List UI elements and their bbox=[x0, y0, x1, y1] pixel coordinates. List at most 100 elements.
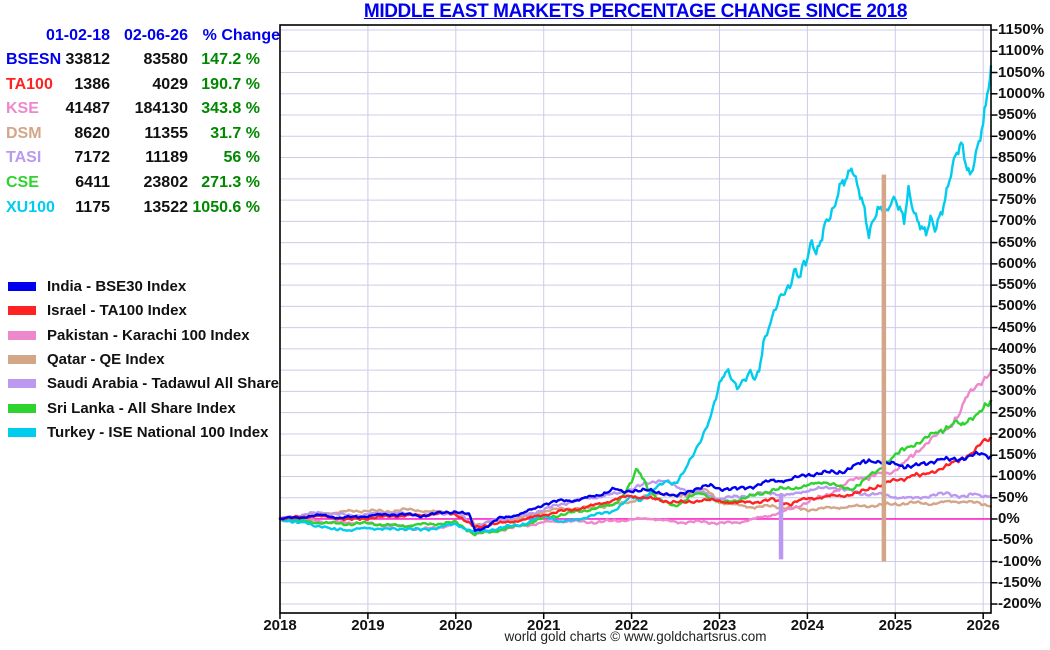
plot-area bbox=[278, 24, 998, 619]
stats-end-value: 83580 bbox=[143, 51, 189, 68]
legend-label: Qatar - QE Index bbox=[47, 351, 165, 369]
chart-title: MIDDLE EAST MARKETS PERCENTAGE CHANGE SI… bbox=[363, 1, 908, 22]
y-axis-label: -200% bbox=[998, 595, 1042, 613]
y-axis-label: -100% bbox=[998, 552, 1042, 570]
stats-symbol: BSESN bbox=[6, 51, 62, 68]
x-axis-label: 2021 bbox=[527, 617, 561, 634]
stats-end-value: 13522 bbox=[143, 198, 189, 216]
stats-symbol: XU100 bbox=[6, 198, 55, 216]
legend-label: Saudi Arabia - Tadawul All Share bbox=[47, 375, 279, 393]
credit-line: world gold charts © www.goldchartsrus.co… bbox=[504, 629, 767, 644]
stats-change-value: 343.8 % bbox=[201, 100, 260, 118]
series-line-bsesn bbox=[278, 450, 993, 532]
legend-label: India - BSE30 Index bbox=[47, 278, 187, 295]
legend-swatch bbox=[8, 379, 36, 389]
y-axis-label: 650% bbox=[998, 233, 1037, 251]
y-axis-label: 950% bbox=[998, 106, 1037, 124]
y-axis-label: 600% bbox=[998, 254, 1037, 272]
stats-change-value: 147.2 % bbox=[201, 51, 260, 68]
stats-symbol: TA100 bbox=[6, 75, 53, 93]
legend-swatch bbox=[8, 330, 36, 340]
stats-row-ta100: TA100 1386 4029 190.7 % bbox=[0, 75, 300, 95]
series-line-tasi bbox=[278, 479, 993, 529]
stats-row-dsm: DSM 8620 11355 31.7 % bbox=[0, 124, 300, 144]
legend-swatch bbox=[8, 355, 36, 365]
y-axis-label: 700% bbox=[998, 212, 1037, 230]
stats-row-cse: CSE 6411 23802 271.3 % bbox=[0, 173, 300, 193]
plot-border bbox=[279, 24, 992, 614]
y-axis-label: 850% bbox=[998, 148, 1037, 166]
stats-change-value: 190.7 % bbox=[201, 75, 260, 93]
legend-label: Sri Lanka - All Share Index bbox=[47, 399, 236, 417]
stats-table: 01-02-18 02-06-26 % Change BSESN 33812 83580 1… bbox=[0, 0, 300, 220]
y-axis-label: 750% bbox=[998, 191, 1037, 209]
x-axis-label: 2024 bbox=[790, 617, 825, 634]
x-axis-label: 2022 bbox=[614, 617, 649, 634]
stats-col-header: 01-02-18 bbox=[45, 27, 110, 44]
x-axis-label: 2025 bbox=[878, 617, 912, 634]
y-axis-label: 100% bbox=[998, 467, 1037, 485]
series-line-ta100 bbox=[278, 436, 993, 529]
y-axis-label: -150% bbox=[998, 573, 1042, 591]
y-axis-label: 900% bbox=[998, 127, 1037, 145]
y-axis-label: 350% bbox=[998, 361, 1037, 379]
stats-start-value: 6411 bbox=[75, 174, 110, 191]
stats-row-xu100: XU100 1175 13522 1050.6 % bbox=[0, 198, 300, 218]
y-axis-label: 1150% bbox=[998, 21, 1044, 38]
stats-start-value: 1175 bbox=[75, 198, 110, 216]
stats-end-value: 11355 bbox=[144, 124, 188, 142]
stats-symbol: CSE bbox=[6, 174, 39, 191]
stats-end-value: 4029 bbox=[152, 75, 188, 93]
y-axis-label: 300% bbox=[998, 382, 1037, 400]
stats-symbol: TASI bbox=[6, 149, 42, 167]
y-axis-label: 1050% bbox=[998, 63, 1045, 81]
x-axis-label: 2019 bbox=[351, 617, 385, 634]
y-axis-label: 250% bbox=[998, 403, 1037, 421]
stats-change-value: 1050.6 % bbox=[192, 198, 260, 216]
y-axis-label: 550% bbox=[998, 276, 1037, 294]
stats-col-header: % Change bbox=[202, 27, 280, 44]
y-axis-label: -50% bbox=[998, 531, 1034, 549]
stats-symbol: KSE bbox=[6, 100, 39, 118]
x-axis-label: 2026 bbox=[966, 617, 1000, 634]
stats-table-header: 01-02-18 02-06-26 % Change bbox=[0, 26, 300, 46]
stats-row-bsesn: BSESN 33812 83580 147.2 % bbox=[0, 50, 300, 70]
stats-start-value: 1386 bbox=[74, 75, 110, 93]
y-axis-label: 200% bbox=[998, 424, 1037, 442]
stats-start-value: 33812 bbox=[65, 51, 111, 68]
legend-swatch bbox=[8, 282, 36, 291]
x-axis-label: 2023 bbox=[702, 617, 737, 634]
y-axis-label: 450% bbox=[998, 318, 1037, 336]
stats-start-value: 41487 bbox=[65, 100, 111, 118]
y-axis-label: 1100% bbox=[998, 42, 1044, 60]
y-axis-label: 150% bbox=[998, 446, 1037, 464]
stats-change-value: 271.3 % bbox=[201, 174, 260, 191]
stats-start-value: 8620 bbox=[74, 124, 110, 142]
legend-swatch bbox=[8, 428, 36, 438]
y-axis-label: 1000% bbox=[998, 84, 1045, 102]
legend-swatch bbox=[8, 403, 36, 413]
y-axis-label: 500% bbox=[998, 297, 1037, 315]
stats-symbol: DSM bbox=[6, 124, 42, 142]
stats-end-value: 184130 bbox=[134, 100, 188, 118]
stats-end-value: 11189 bbox=[145, 149, 188, 167]
y-axis-label: 0% bbox=[998, 509, 1020, 527]
stats-row-kse: KSE 41487 184130 343.8 % bbox=[0, 99, 300, 119]
stats-col-header: 02-06-26 bbox=[123, 27, 188, 44]
y-axis-label: 400% bbox=[998, 339, 1037, 357]
legend-label: Pakistan - Karachi 100 Index bbox=[47, 326, 250, 344]
y-axis-label: 800% bbox=[998, 169, 1037, 187]
x-axis-label: 2020 bbox=[439, 617, 473, 634]
stats-start-value: 7172 bbox=[74, 149, 110, 167]
series-line-dsm bbox=[278, 487, 993, 527]
legend-swatch bbox=[8, 306, 36, 316]
stats-change-value: 31.7 % bbox=[210, 124, 260, 142]
x-axis-label: 2018 bbox=[263, 617, 297, 634]
legend-label: Turkey - ISE National 100 Index bbox=[47, 424, 269, 442]
stats-end-value: 23802 bbox=[143, 174, 189, 191]
stats-row-tasi: TASI 7172 11189 56 % bbox=[0, 148, 300, 168]
y-axis-label: 50% bbox=[998, 488, 1029, 506]
stats-change-value: 56 % bbox=[223, 149, 260, 167]
legend-label: Israel - TA100 Index bbox=[47, 302, 187, 320]
